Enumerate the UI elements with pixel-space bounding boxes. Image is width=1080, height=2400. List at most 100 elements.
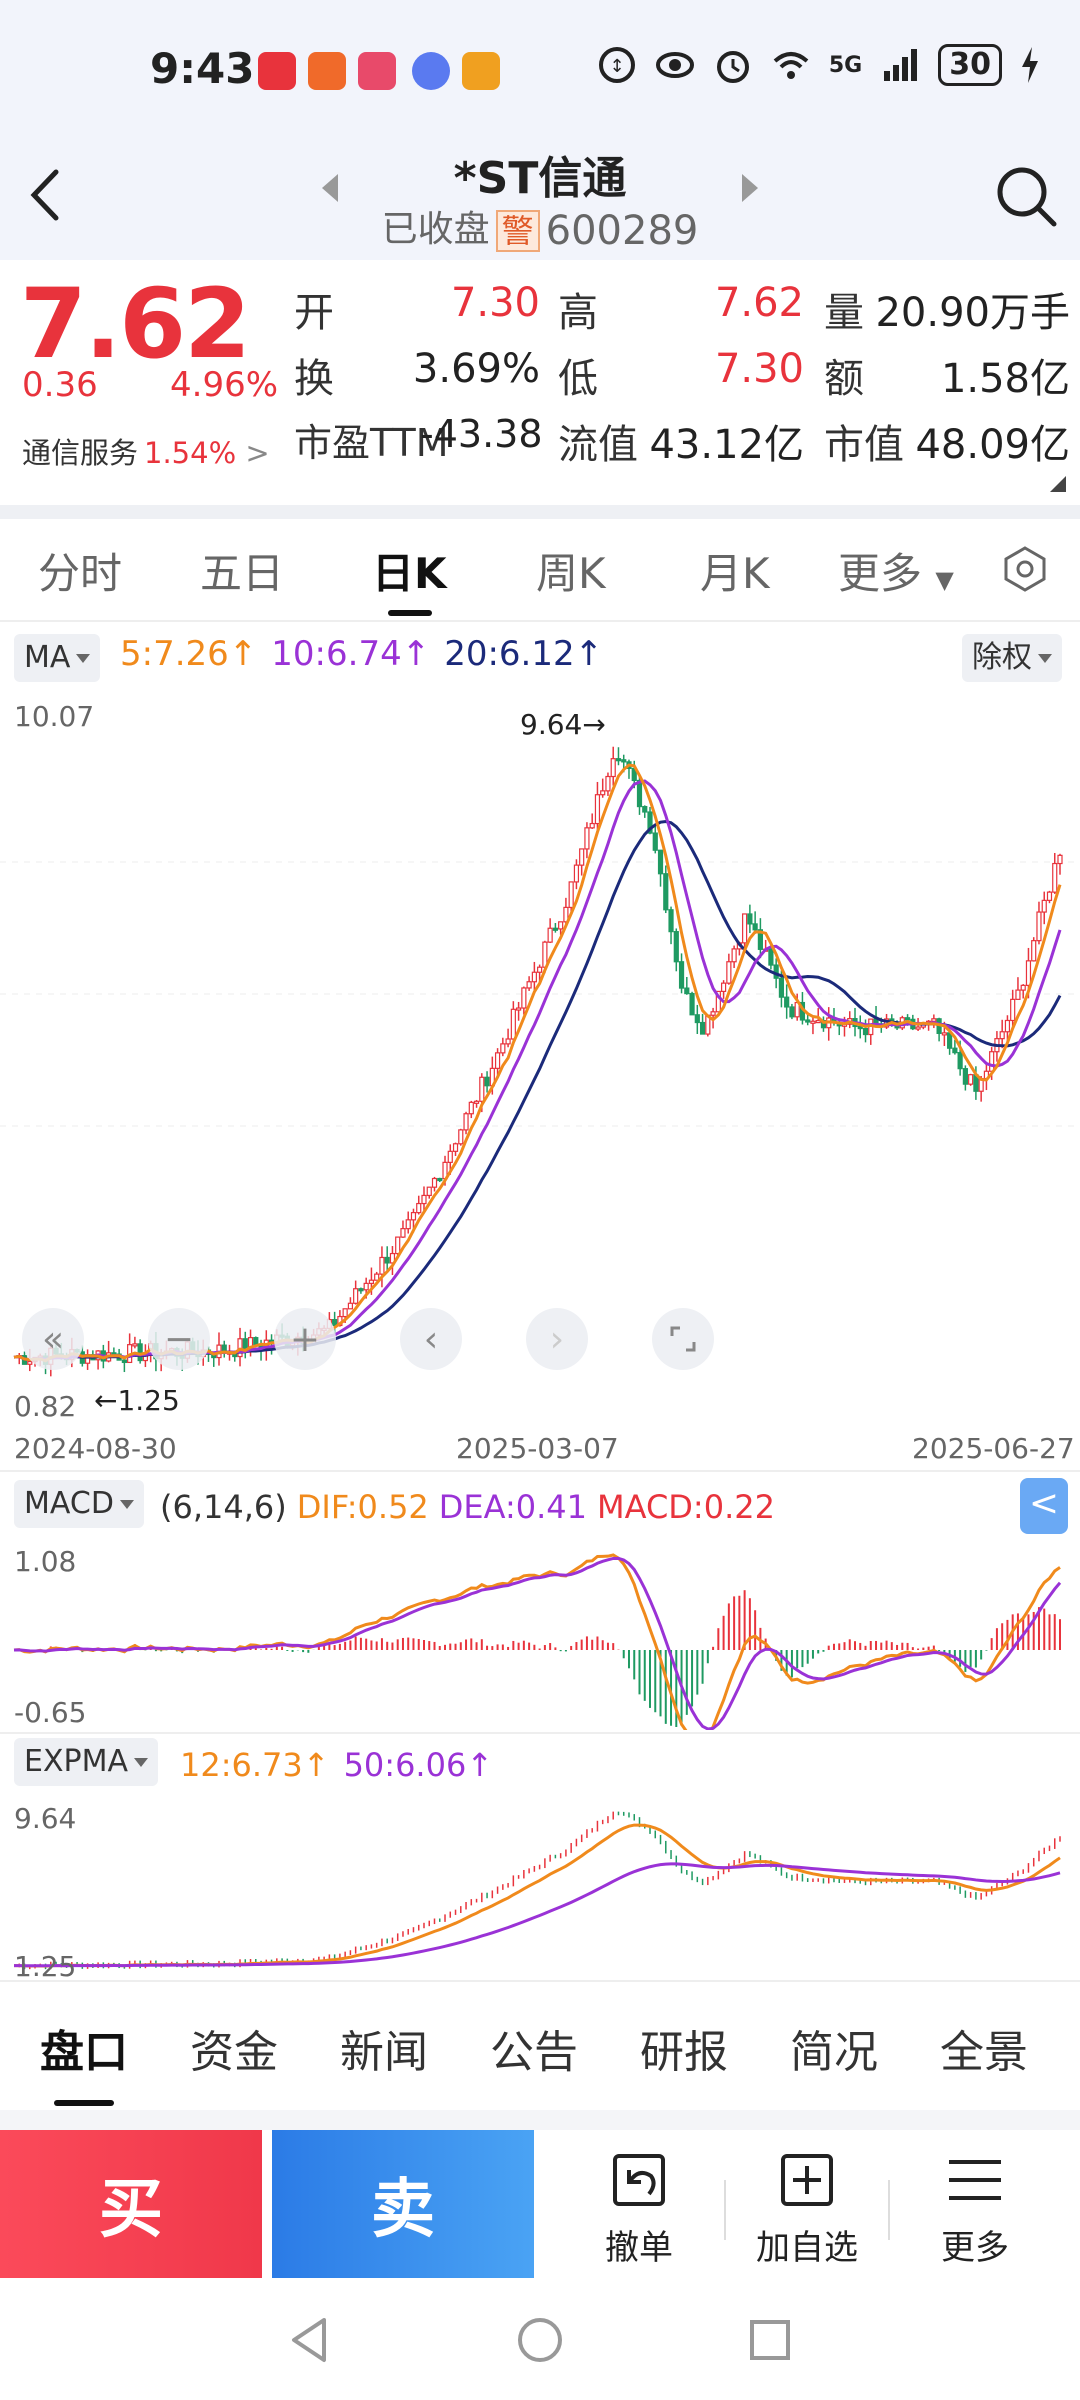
candle-body bbox=[747, 913, 753, 925]
more-label: 更多 bbox=[941, 2228, 1009, 2268]
tab-five-day[interactable]: 五日 bbox=[200, 549, 285, 598]
next-stock-arrow-icon[interactable] bbox=[738, 172, 762, 204]
collapse-panel-button[interactable]: < bbox=[1020, 1478, 1068, 1534]
candle-body bbox=[678, 961, 685, 989]
tab-daily-k[interactable]: 日K bbox=[372, 549, 447, 598]
sector-change: 1.54% bbox=[144, 436, 237, 470]
ma-selector-label: MA bbox=[24, 640, 71, 675]
divider bbox=[0, 620, 1080, 622]
candle-body bbox=[710, 1011, 716, 1016]
adjust-selector[interactable]: 除权 bbox=[962, 634, 1062, 682]
period-tabs bbox=[0, 519, 1080, 619]
expma-selector-label: EXPMA bbox=[24, 1744, 129, 1779]
scroll-to-start-button[interactable]: « bbox=[22, 1308, 84, 1370]
signal-icon bbox=[884, 49, 918, 81]
candle-body bbox=[962, 1068, 968, 1085]
more-button[interactable]: 更多 bbox=[900, 2150, 1050, 2269]
tab-profile[interactable]: 简况 bbox=[790, 2027, 878, 2078]
data-icon: ↕ bbox=[598, 47, 635, 83]
tab-research[interactable]: 研报 bbox=[640, 2027, 728, 2078]
back-arrow-icon[interactable] bbox=[22, 160, 72, 230]
candle-body bbox=[684, 987, 690, 995]
adjust-selector-label: 除权 bbox=[972, 640, 1032, 675]
candle-body bbox=[121, 1359, 127, 1364]
scroll-left-button[interactable]: ‹ bbox=[400, 1308, 462, 1370]
expma12-line bbox=[13, 1823, 1061, 1968]
candle-body bbox=[636, 779, 643, 808]
ma20-value: 20:6.12↑ bbox=[444, 634, 604, 674]
candle-body bbox=[699, 1021, 706, 1035]
scroll-right-button[interactable]: › bbox=[526, 1308, 588, 1370]
quote-panel bbox=[0, 260, 1080, 505]
expma12-value: 12:6.73↑ bbox=[180, 1746, 330, 1784]
candle-body bbox=[558, 921, 564, 930]
candle-body bbox=[621, 759, 627, 763]
candle-body bbox=[505, 1038, 511, 1045]
kline-y-top-label: 10.07 bbox=[14, 700, 95, 733]
add-box-icon bbox=[781, 2154, 833, 2206]
macd-selector[interactable]: MACD bbox=[14, 1480, 144, 1528]
market-cap-value: 48.09亿 bbox=[915, 422, 1070, 468]
ma-selector[interactable]: MA bbox=[14, 634, 101, 682]
candle-body bbox=[1031, 940, 1037, 962]
tab-weekly-k[interactable]: 周K bbox=[536, 549, 606, 598]
candle-body bbox=[862, 1027, 869, 1036]
candle-body bbox=[579, 848, 585, 866]
tab-monthly-k[interactable]: 月K bbox=[700, 549, 770, 598]
search-icon[interactable] bbox=[992, 160, 1058, 230]
sell-button[interactable]: 卖 bbox=[272, 2130, 534, 2278]
nav-home-icon[interactable] bbox=[510, 2310, 570, 2370]
expma-selector[interactable]: EXPMA bbox=[14, 1738, 159, 1786]
tab-news[interactable]: 新闻 bbox=[340, 2027, 428, 2078]
macd-selector-label: MACD bbox=[24, 1486, 114, 1521]
fullscreen-button[interactable] bbox=[652, 1308, 714, 1370]
macd-dea: DEA:0.41 bbox=[438, 1488, 587, 1526]
tab-announcements[interactable]: 公告 bbox=[490, 2027, 578, 2078]
candle-body bbox=[931, 1018, 937, 1022]
expma-chart[interactable] bbox=[0, 1796, 1080, 1980]
candle-body bbox=[473, 1100, 480, 1104]
candle-body bbox=[358, 1288, 364, 1292]
macd-chart[interactable] bbox=[0, 1540, 1080, 1730]
candle-body bbox=[752, 923, 758, 931]
tab-capital-flow[interactable]: 资金 bbox=[190, 2027, 278, 2078]
candle-body bbox=[410, 1212, 417, 1221]
app-notification-icon bbox=[462, 52, 500, 90]
sector-link[interactable]: 通信服务 1.54% > bbox=[22, 430, 270, 472]
candle-body bbox=[347, 1302, 354, 1310]
high-value: 7.62 bbox=[714, 280, 804, 326]
tab-order-book[interactable]: 盘口 bbox=[40, 2027, 128, 2078]
tab-overview[interactable]: 全景 bbox=[940, 2027, 1028, 2078]
nav-back-icon[interactable] bbox=[280, 2310, 340, 2370]
candle-body bbox=[694, 1014, 700, 1024]
divider bbox=[0, 2110, 1080, 2130]
buy-button[interactable]: 买 bbox=[0, 2130, 262, 2278]
tab-intraday[interactable]: 分时 bbox=[38, 549, 123, 598]
status-bar bbox=[0, 0, 1080, 140]
kline-min-marker: ←1.25 bbox=[94, 1384, 180, 1417]
candle-body bbox=[437, 1177, 443, 1182]
pe-value: -43.38 bbox=[420, 412, 543, 456]
hexagon-settings-icon[interactable] bbox=[1000, 544, 1050, 594]
candle-body bbox=[510, 1008, 516, 1040]
candle-body bbox=[573, 864, 580, 883]
cancel-order-button[interactable]: 撤单 bbox=[564, 2150, 714, 2269]
nav-recents-icon[interactable] bbox=[740, 2310, 800, 2370]
add-watchlist-button[interactable]: 加自选 bbox=[732, 2150, 882, 2269]
amount-value: 1.58亿 bbox=[940, 356, 1070, 402]
zoom-in-button[interactable]: + bbox=[274, 1308, 336, 1370]
expma50-value: 50:6.06↑ bbox=[343, 1746, 494, 1784]
open-value: 7.30 bbox=[450, 280, 540, 326]
active-tab-indicator bbox=[388, 610, 432, 616]
divider bbox=[0, 1470, 1080, 1472]
candle-body bbox=[742, 913, 748, 944]
divider bbox=[888, 2180, 890, 2240]
kline-date-start: 2024-08-30 bbox=[14, 1432, 177, 1465]
zoom-out-button[interactable]: − bbox=[148, 1308, 210, 1370]
candle-body bbox=[615, 758, 622, 762]
divider bbox=[724, 2180, 726, 2240]
prev-stock-arrow-icon[interactable] bbox=[318, 172, 342, 204]
turnover-label: 换 bbox=[294, 356, 334, 402]
expand-corner-icon[interactable] bbox=[1050, 476, 1066, 492]
tab-more[interactable]: 更多 ▼ bbox=[838, 540, 954, 601]
